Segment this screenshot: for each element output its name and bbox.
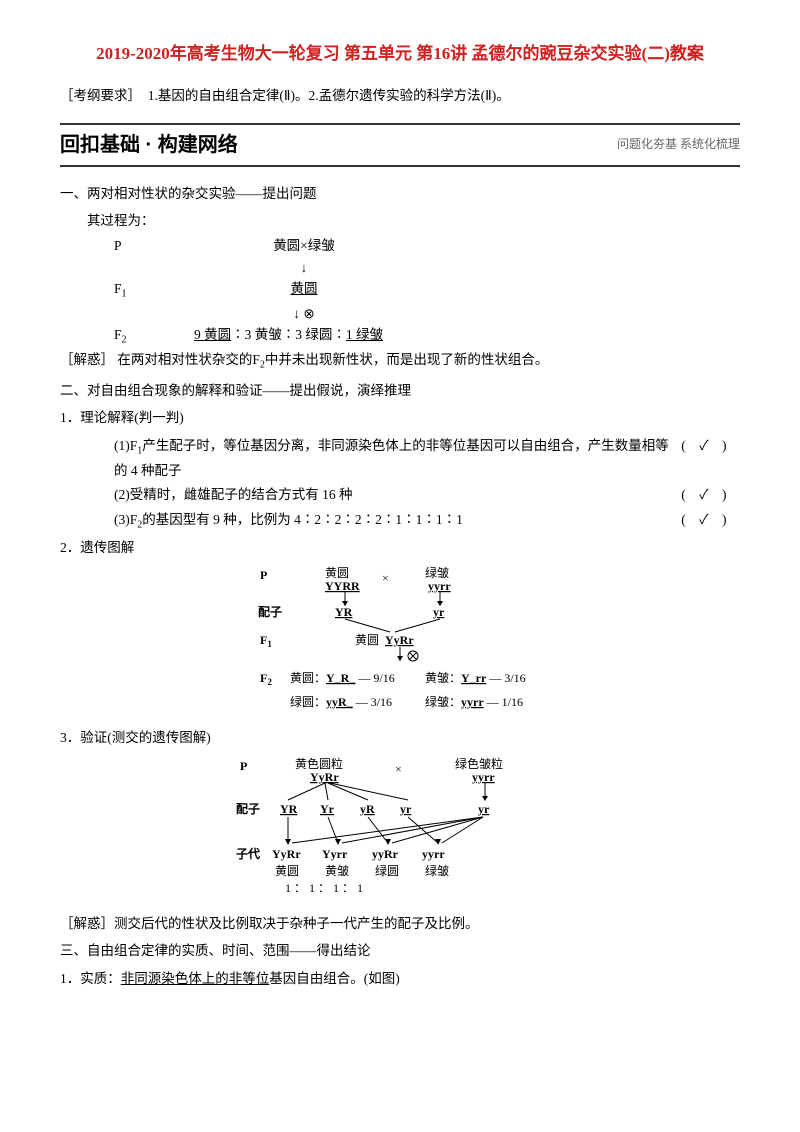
inheritance-diagram-1: P 黄圆 YYRR × 绿皱 yyrr 配子 YR yr F1 黄圆 YyRr … xyxy=(230,564,570,719)
cross-row-f2: F2 9 黄圆∶3 黄皱∶3 绿圆∶1 绿皱 xyxy=(60,324,740,349)
heading-3: 三、自由组合定律的实质、时间、范围——得出结论 xyxy=(60,940,740,962)
page-title: 2019-2020年高考生物大一轮复习 第五单元 第16讲 孟德尔的豌豆杂交实验… xyxy=(60,40,740,67)
svg-text:配子: 配子 xyxy=(258,604,282,619)
judge-item-2: (2)受精时，雌雄配子的结合方式有 16 种 ( ✓ ) xyxy=(60,484,740,506)
svg-text:YyRr: YyRr xyxy=(385,633,414,647)
judge-item-3: (3)F2的基因型有 9 种，比例为 4∶2∶2∶2∶2∶1∶1∶1∶1 ( ✓… xyxy=(60,509,740,534)
heading-2: 二、对自由组合现象的解释和验证——提出假说，演绎推理 xyxy=(60,380,740,402)
svg-text:YR: YR xyxy=(335,605,353,619)
svg-text:P: P xyxy=(260,568,267,582)
svg-text:Yyrr: Yyrr xyxy=(322,847,348,861)
svg-text:绿圆: 绿圆 xyxy=(375,863,399,878)
section-header-left: 回扣基础 · 构建网络 xyxy=(60,129,238,161)
svg-text:yyRr: yyRr xyxy=(372,847,399,861)
svg-text:绿皱: 绿皱 xyxy=(425,565,449,580)
testcross-diagram: P 黄色圆粒 YyRr × 绿色皱粒 yyrr 配子 YR Yr yR yr y… xyxy=(210,755,590,905)
cross-arrow-2: ↓ ⊗ xyxy=(60,303,740,325)
p-label: P xyxy=(114,235,174,257)
heading-2-2: 2．遗传图解 xyxy=(60,537,740,559)
note-1: ［解惑］ 在两对相对性状杂交的F2中并未出现新性状，而是出现了新的性状组合。 xyxy=(60,349,740,374)
svg-text:YR: YR xyxy=(280,802,298,816)
title-num: 16 xyxy=(433,44,450,63)
svg-text:yr: yr xyxy=(478,802,490,816)
f1-value: 黄圆 xyxy=(174,278,434,303)
svg-text:yyrr: yyrr xyxy=(472,770,495,784)
svg-text:黄皱: 黄皱 xyxy=(325,863,349,878)
f2-label: F2 xyxy=(114,324,174,349)
svg-text:yyrr: yyrr xyxy=(422,847,445,861)
f1-label: F1 xyxy=(114,278,174,303)
svg-text:绿色皱粒: 绿色皱粒 xyxy=(455,756,503,771)
svg-text:×: × xyxy=(382,571,389,585)
heading-1: 一、两对相对性状的杂交实验——提出问题 xyxy=(60,183,740,205)
svg-text:Yr: Yr xyxy=(320,802,335,816)
svg-text:yr: yr xyxy=(433,605,445,619)
heading-1-sub: 其过程为： xyxy=(60,210,740,232)
svg-text:黄圆: 黄圆 xyxy=(275,864,299,878)
f2-value: 9 黄圆∶3 黄皱∶3 绿圆∶1 绿皱 xyxy=(174,324,434,349)
p-value: 黄圆×绿皱 xyxy=(174,235,434,257)
svg-text:绿圆：yyR_ — 3/16: 绿圆：yyR_ — 3/16 xyxy=(290,694,392,709)
svg-text:黄色圆粒: 黄色圆粒 xyxy=(295,756,343,771)
cross-row-f1: F1 黄圆 xyxy=(60,278,740,303)
svg-text:yr: yr xyxy=(400,802,412,816)
svg-text:yyrr: yyrr xyxy=(428,579,451,593)
svg-text:F1: F1 xyxy=(260,633,272,649)
section-header: 回扣基础 · 构建网络 问题化夯基 系统化梳理 xyxy=(60,123,740,167)
judge-item-1: (1)F1产生配子时，等位基因分离，非同源染色体上的非等位基因可以自由组合，产生… xyxy=(60,435,740,481)
svg-text:yR: yR xyxy=(360,802,375,816)
title-p2: 年高考生物大一轮复习 第五单元 第 xyxy=(170,44,434,63)
svg-text:绿皱：yyrr — 1/16: 绿皱：yyrr — 1/16 xyxy=(425,694,523,709)
svg-text:F2: F2 xyxy=(260,671,272,687)
exam-requirements: ［考纲要求］ 1.基因的自由组合定律(Ⅱ)。2.孟德尔遗传实验的科学方法(Ⅱ)。 xyxy=(60,85,740,107)
svg-text:配子: 配子 xyxy=(236,801,260,816)
svg-text:×: × xyxy=(395,762,402,776)
svg-text:YyRr: YyRr xyxy=(272,847,301,861)
svg-text:子代: 子代 xyxy=(236,846,260,861)
cross-arrow-1: ↓ xyxy=(60,257,740,279)
svg-text:P: P xyxy=(240,759,247,773)
svg-text:绿皱: 绿皱 xyxy=(425,863,449,878)
svg-text:黄圆: 黄圆 xyxy=(325,566,349,580)
svg-text:YYRR: YYRR xyxy=(325,579,360,593)
title-p4: 讲 孟德尔的豌豆杂交实验(二)教案 xyxy=(450,44,704,63)
section-header-right: 问题化夯基 系统化梳理 xyxy=(617,135,740,154)
svg-text:黄圆: 黄圆 xyxy=(355,633,379,647)
title-year: 2019-2020 xyxy=(96,44,170,63)
svg-text:黄圆：Y_R_ — 9/16: 黄圆：Y_R_ — 9/16 xyxy=(290,671,395,685)
svg-text:YyRr: YyRr xyxy=(310,770,339,784)
heading-2-3: 3．验证(测交的遗传图解) xyxy=(60,727,740,749)
svg-text:1 ： 1 ： 1 ： 1: 1 ： 1 ： 1 ： 1 xyxy=(285,881,363,895)
heading-3-1: 1．实质：非同源染色体上的非等位基因自由组合。(如图) xyxy=(60,968,740,990)
svg-text:黄皱：Y_rr — 3/16: 黄皱：Y_rr — 3/16 xyxy=(425,670,526,685)
cross-row-p: P 黄圆×绿皱 xyxy=(60,235,740,257)
note-2: ［解惑］测交后代的性状及比例取决于杂种子一代产生的配子及比例。 xyxy=(60,913,740,935)
heading-2-1: 1．理论解释(判一判) xyxy=(60,407,740,429)
